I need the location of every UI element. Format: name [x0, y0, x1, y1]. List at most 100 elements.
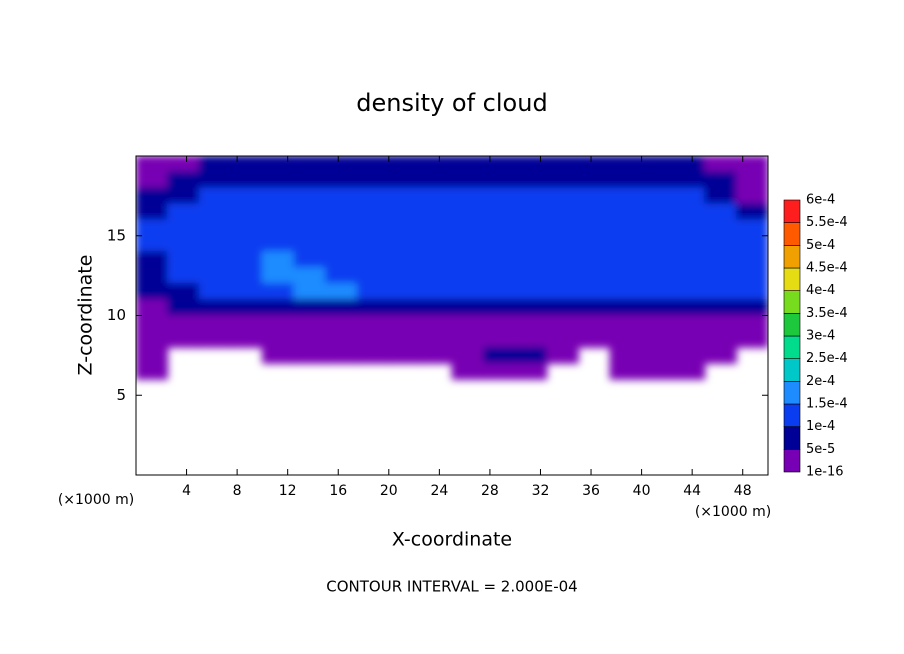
y-tick-label: 10 — [107, 306, 126, 324]
field-cell — [577, 251, 611, 269]
colorbar-label: 1e-16 — [806, 465, 844, 480]
field-cell — [419, 299, 453, 316]
field-cell — [356, 203, 390, 221]
field-cell — [483, 283, 516, 301]
field-cell — [672, 362, 706, 380]
field-cell — [356, 299, 390, 316]
field-cell — [641, 362, 674, 380]
field-cell — [672, 251, 706, 269]
field-cell — [325, 171, 358, 189]
field-cell — [451, 362, 485, 380]
field-cell — [136, 315, 169, 332]
field-cell — [167, 203, 200, 221]
field-cell — [609, 187, 643, 205]
field-cell — [609, 251, 643, 269]
field-cell — [419, 219, 453, 237]
field-cell — [261, 251, 295, 269]
field-cell — [577, 156, 611, 173]
field-cell — [735, 330, 768, 348]
field-cell — [356, 187, 390, 205]
field-cell — [388, 346, 421, 364]
colorbar-label: 5e-4 — [806, 238, 835, 253]
x-axis-unit: (×1000 m) — [695, 504, 771, 520]
field-cell — [261, 315, 295, 332]
field-cell — [514, 267, 548, 285]
field-cell — [735, 283, 768, 301]
field-cell — [514, 299, 548, 316]
field-cell — [167, 187, 200, 205]
field-cell — [230, 219, 263, 237]
field-cell — [577, 315, 611, 332]
field-cell — [198, 315, 232, 332]
field-cell — [136, 299, 169, 316]
field-cell — [388, 299, 421, 316]
footer-note: CONTOUR INTERVAL = 2.000E-04 — [326, 578, 577, 596]
field-cell — [514, 251, 548, 269]
field-cell — [419, 171, 453, 189]
field-cell — [293, 235, 327, 253]
field-cell — [419, 346, 453, 364]
field-cell — [356, 235, 390, 253]
field-cell — [388, 251, 421, 269]
x-tick-label: 28 — [481, 483, 499, 499]
colorbar-label: 3e-4 — [806, 329, 835, 344]
field-cell — [167, 171, 200, 189]
field-cell — [230, 283, 263, 301]
field-cell — [735, 187, 768, 205]
colorbar-label: 4.5e-4 — [806, 261, 848, 276]
field-cell — [483, 346, 516, 364]
field-cell — [641, 330, 674, 348]
field-cell — [735, 315, 768, 332]
field-cell — [136, 235, 169, 253]
colorbar-box — [783, 381, 801, 405]
field-cell — [136, 156, 169, 173]
field-cell — [388, 315, 421, 332]
field-cell — [577, 219, 611, 237]
field-cell — [483, 251, 516, 269]
x-tick-label: 12 — [279, 483, 297, 499]
x-tick-label: 8 — [233, 483, 242, 499]
field-cell — [735, 203, 768, 221]
field-cell — [356, 156, 390, 173]
field-cell — [704, 299, 737, 316]
field-cell — [609, 171, 643, 189]
field-cell — [546, 267, 579, 285]
field-cell — [167, 299, 200, 316]
field-cell — [136, 203, 169, 221]
field-cell — [451, 171, 485, 189]
field-cell — [546, 346, 579, 364]
field-cell — [641, 346, 674, 364]
field-cell — [325, 346, 358, 364]
field-cell — [577, 203, 611, 221]
field-cell — [672, 219, 706, 237]
field — [136, 156, 768, 380]
field-cell — [577, 330, 611, 348]
field-cell — [388, 283, 421, 301]
field-cell — [609, 315, 643, 332]
field-cell — [261, 235, 295, 253]
field-cell — [230, 235, 263, 253]
field-cell — [672, 187, 706, 205]
field-cell — [198, 219, 232, 237]
x-tick-label: 24 — [430, 483, 448, 499]
colorbar-label: 1e-4 — [806, 419, 835, 434]
field-cell — [356, 251, 390, 269]
field-cell — [136, 187, 169, 205]
field-cell — [704, 203, 737, 221]
field-cell — [388, 156, 421, 173]
field-cell — [483, 299, 516, 316]
field-cell — [514, 235, 548, 253]
field-cell — [136, 362, 169, 380]
colorbar-box — [783, 290, 801, 314]
y-axis-label: Z-coordinate — [75, 255, 97, 376]
field-cell — [577, 267, 611, 285]
field-cell — [293, 156, 327, 173]
field-cell — [293, 283, 327, 301]
field-cell — [293, 346, 327, 364]
field-cell — [230, 315, 263, 332]
field-cell — [672, 346, 706, 364]
field-cell — [735, 299, 768, 316]
field-cell — [609, 235, 643, 253]
field-cell — [483, 267, 516, 285]
field-cell — [261, 219, 295, 237]
